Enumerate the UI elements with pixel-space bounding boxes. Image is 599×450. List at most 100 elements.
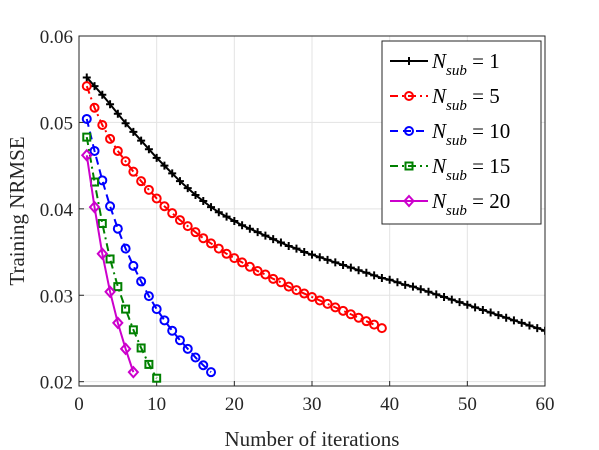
legend-entry: Nsub = 5 — [390, 84, 500, 114]
series-5 — [80, 148, 140, 379]
data-point — [214, 208, 223, 217]
data-point — [299, 288, 310, 299]
plot-frame — [78, 35, 546, 387]
legend-entry: Nsub = 15 — [390, 154, 510, 184]
data-point — [121, 304, 131, 314]
data-point — [152, 153, 161, 162]
data-point — [128, 166, 139, 177]
data-point — [174, 335, 185, 346]
legend-marker — [404, 161, 414, 171]
data-point — [167, 208, 178, 219]
data-point — [346, 263, 355, 272]
data-point — [174, 215, 185, 226]
data-point — [119, 342, 132, 356]
legend-label: Nsub = 20 — [431, 189, 510, 219]
data-point — [322, 298, 333, 309]
data-point — [144, 145, 153, 154]
legend-label: Nsub = 5 — [431, 84, 500, 114]
data-point — [90, 82, 99, 91]
legend-box — [381, 40, 542, 225]
data-point — [81, 113, 92, 124]
data-point — [167, 325, 178, 336]
data-point — [447, 295, 456, 304]
data-point — [369, 319, 380, 330]
data-point — [376, 323, 387, 334]
y-tick-label: 0.05 — [40, 113, 73, 134]
data-point — [151, 304, 162, 315]
legend-label-rest: = 1 — [467, 49, 500, 73]
data-point — [509, 316, 518, 325]
data-point — [112, 145, 123, 156]
data-point — [89, 145, 100, 156]
legend-marker — [404, 91, 414, 101]
legend-label-rest: = 20 — [467, 189, 510, 213]
legend-label-rest: = 10 — [467, 119, 510, 143]
data-point — [136, 276, 147, 287]
data-point — [104, 285, 116, 299]
data-point — [393, 278, 402, 287]
x-tick-label: 30 — [303, 394, 322, 415]
data-point — [144, 359, 154, 369]
data-point — [300, 248, 309, 257]
data-point — [213, 243, 224, 254]
data-point — [81, 81, 92, 92]
legend-label: Nsub = 10 — [431, 119, 510, 149]
y-tick-label: 0.06 — [40, 27, 73, 48]
data-point — [136, 176, 147, 187]
legend-label: Nsub = 1 — [431, 49, 500, 79]
data-point — [120, 243, 131, 254]
legend-entry: Nsub = 20 — [390, 189, 510, 219]
data-point — [230, 216, 239, 225]
data-point — [183, 184, 192, 193]
x-axis-label: Number of iterations — [225, 427, 400, 450]
series-line — [85, 155, 135, 373]
data-point — [252, 266, 263, 277]
data-point — [206, 367, 217, 378]
data-point — [105, 254, 115, 264]
data-point — [151, 193, 162, 204]
data-point — [276, 238, 285, 247]
data-point — [182, 343, 193, 354]
data-point — [362, 268, 371, 277]
data-point — [82, 132, 92, 142]
legend-label-main: N — [431, 49, 447, 73]
data-point — [486, 308, 495, 317]
data-point — [260, 269, 271, 280]
legend-marker — [405, 57, 413, 65]
data-point — [229, 253, 240, 264]
data-point — [159, 201, 170, 212]
data-point — [182, 221, 193, 232]
y-axis-label: Training NRMSE — [5, 136, 29, 285]
x-tick-label: 20 — [225, 394, 244, 415]
data-point — [338, 305, 349, 316]
x-tick-label: 0 — [74, 394, 84, 415]
data-point — [541, 326, 545, 335]
data-point — [416, 285, 425, 294]
series-2 — [81, 81, 387, 334]
data-point — [283, 281, 294, 292]
data-point — [106, 100, 115, 109]
legend-label-sub: sub — [446, 63, 467, 79]
data-point — [128, 260, 139, 271]
data-point — [207, 203, 216, 212]
data-point — [127, 365, 140, 379]
y-axis-ticks: 0.02 0.03 0.04 0.05 0.06 — [40, 27, 84, 394]
data-point — [159, 315, 170, 326]
data-point — [314, 295, 325, 306]
legend-label: Nsub = 15 — [431, 154, 510, 184]
legend-entry: Nsub = 1 — [390, 49, 500, 79]
data-point — [96, 247, 109, 261]
legend-label-rest: = 5 — [467, 84, 500, 108]
legend-marker — [403, 194, 415, 208]
data-point — [82, 73, 91, 82]
legend-label-main: N — [431, 154, 447, 178]
data-point — [238, 221, 247, 230]
data-point — [105, 201, 116, 212]
data-point — [315, 253, 324, 262]
legend-label-main: N — [431, 84, 447, 108]
data-point — [455, 298, 464, 307]
series-1 — [82, 73, 545, 335]
data-point — [80, 148, 93, 162]
